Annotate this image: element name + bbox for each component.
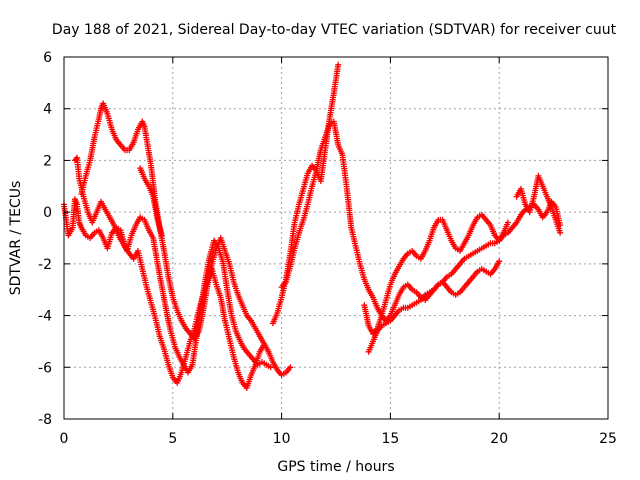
data-point-marker bbox=[504, 219, 511, 226]
y-tick-label: -8 bbox=[38, 412, 52, 428]
y-tick-label: 2 bbox=[43, 153, 52, 169]
x-tick-label: 0 bbox=[60, 431, 69, 447]
x-tick-label: 25 bbox=[599, 431, 617, 447]
x-tick-label: 10 bbox=[273, 431, 291, 447]
y-axis-label: SDTVAR / TECUs bbox=[8, 181, 24, 296]
y-tick-labels: -8 -6 -4 -2 0 2 4 6 bbox=[38, 50, 52, 428]
y-tick-label: -4 bbox=[38, 309, 52, 325]
data-point-marker bbox=[267, 364, 274, 371]
grid-lines bbox=[64, 57, 608, 419]
chart-title: Day 188 of 2021, Sidereal Day-to-day VTE… bbox=[52, 22, 617, 38]
y-tick-label: -6 bbox=[38, 360, 52, 376]
y-tick-label: 4 bbox=[43, 102, 52, 118]
x-tick-label: 5 bbox=[168, 431, 177, 447]
x-axis-label: GPS time / hours bbox=[277, 459, 394, 475]
data-point-marker bbox=[287, 364, 294, 371]
data-point-marker bbox=[335, 61, 342, 68]
x-tick-labels: 0 5 10 15 20 25 bbox=[60, 431, 617, 447]
x-tick-label: 20 bbox=[490, 431, 508, 447]
data-series-sdtvar bbox=[61, 61, 564, 391]
x-tick-label: 15 bbox=[381, 431, 399, 447]
y-tick-label: -2 bbox=[38, 257, 52, 273]
y-tick-label: 0 bbox=[43, 205, 52, 221]
axis-ticks bbox=[63, 56, 609, 420]
plot-border bbox=[63, 56, 609, 420]
y-tick-label: 6 bbox=[43, 50, 52, 66]
data-point-marker bbox=[557, 229, 564, 236]
data-point-marker bbox=[496, 258, 503, 265]
data-point-marker bbox=[73, 156, 79, 163]
data-point-marker bbox=[158, 232, 165, 239]
